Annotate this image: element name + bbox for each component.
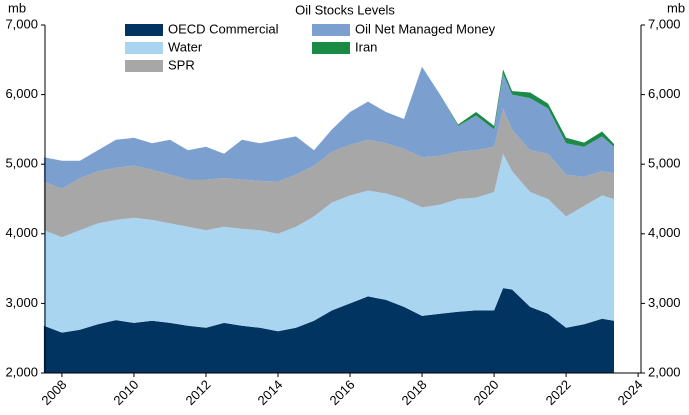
- x-tick-label: 2014: [254, 377, 285, 408]
- x-tick-label: 2022: [543, 377, 574, 408]
- area: [43, 288, 614, 373]
- area: [43, 108, 614, 238]
- legend-swatch: [125, 42, 163, 54]
- legend-swatch: [312, 42, 350, 54]
- chart-title: Oil Stocks Levels: [295, 2, 395, 17]
- legend-swatch: [125, 60, 163, 72]
- legend-label: Oil Net Managed Money: [355, 21, 496, 36]
- legend-swatch: [312, 24, 350, 36]
- y2-tick-label: 7,000: [648, 16, 681, 31]
- legend-label: Iran: [355, 39, 377, 54]
- y2-tick-label: 3,000: [648, 295, 681, 310]
- y-tick-label: 5,000: [5, 156, 38, 171]
- area: [43, 66, 614, 189]
- x-tick-label: 2008: [38, 377, 69, 408]
- area: [43, 153, 614, 333]
- y2-tick-label: 6,000: [648, 86, 681, 101]
- legend-swatch: [125, 24, 163, 36]
- y-tick-label: 4,000: [5, 225, 38, 240]
- x-tick-label: 2024: [615, 377, 646, 408]
- x-tick-label: 2016: [327, 377, 358, 408]
- x-tick-label: 2012: [182, 377, 213, 408]
- x-tick-label: 2010: [110, 377, 141, 408]
- y2-tick-label: 5,000: [648, 156, 681, 171]
- y-tick-label: 2,000: [5, 364, 38, 379]
- y-tick-label: 7,000: [5, 16, 38, 31]
- y2-tick-label: 4,000: [648, 225, 681, 240]
- legend-label: SPR: [168, 57, 195, 72]
- x-tick-label: 2020: [471, 377, 502, 408]
- y-axis-label: mb: [8, 0, 26, 15]
- legend-label: OECD Commercial: [168, 21, 279, 36]
- legend-label: Water: [168, 39, 203, 54]
- y-tick-label: 3,000: [5, 295, 38, 310]
- y-tick-label: 6,000: [5, 86, 38, 101]
- y2-tick-label: 2,000: [648, 364, 681, 379]
- y2-axis-label: mb: [667, 0, 685, 15]
- x-tick-label: 2018: [399, 377, 430, 408]
